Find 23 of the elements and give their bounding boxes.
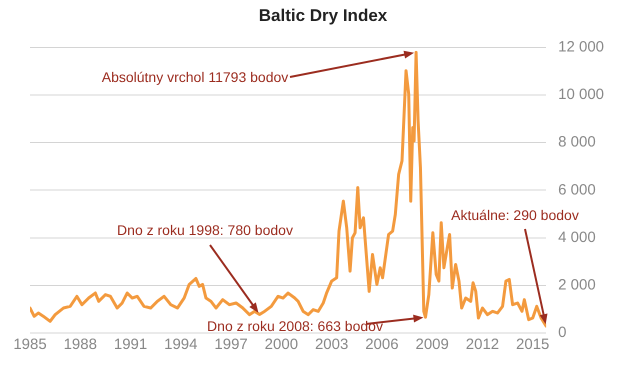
annotation: Dno z roku 2008: 663 bodov — [207, 318, 383, 334]
y-tick-label: 8 000 — [558, 134, 596, 151]
annotation: Aktuálne: 290 bodov — [451, 206, 579, 223]
x-tick-label: 2015 — [516, 336, 550, 354]
y-tick-label: 0 — [558, 324, 566, 342]
x-tick-label: 2012 — [466, 336, 500, 354]
x-tick-label: 1997 — [214, 336, 248, 354]
y-tick-label: 2 000 — [558, 276, 596, 294]
y-tick-label: 10 000 — [558, 86, 604, 104]
y-tick-label: 12 000 — [558, 38, 604, 56]
x-tick-label: 2000 — [264, 336, 298, 354]
x-tick-label: 1994 — [164, 336, 198, 354]
x-tick-label: 1988 — [64, 336, 97, 354]
chart-title: Baltic Dry Index — [258, 6, 388, 25]
x-tick-label: 1991 — [114, 336, 148, 354]
x-tick-label: 2009 — [415, 336, 449, 354]
y-tick-label: 6 000 — [558, 181, 596, 198]
x-tick-label: 1985 — [13, 336, 47, 354]
annotation: Dno z roku 1998: 780 bodov — [117, 222, 293, 238]
annotation: Absolútny vrchol 11793 bodov — [102, 68, 288, 85]
x-tick-label: 2006 — [365, 336, 399, 354]
y-tick-label: 4 000 — [558, 228, 596, 246]
x-tick-label: 2003 — [314, 336, 348, 354]
